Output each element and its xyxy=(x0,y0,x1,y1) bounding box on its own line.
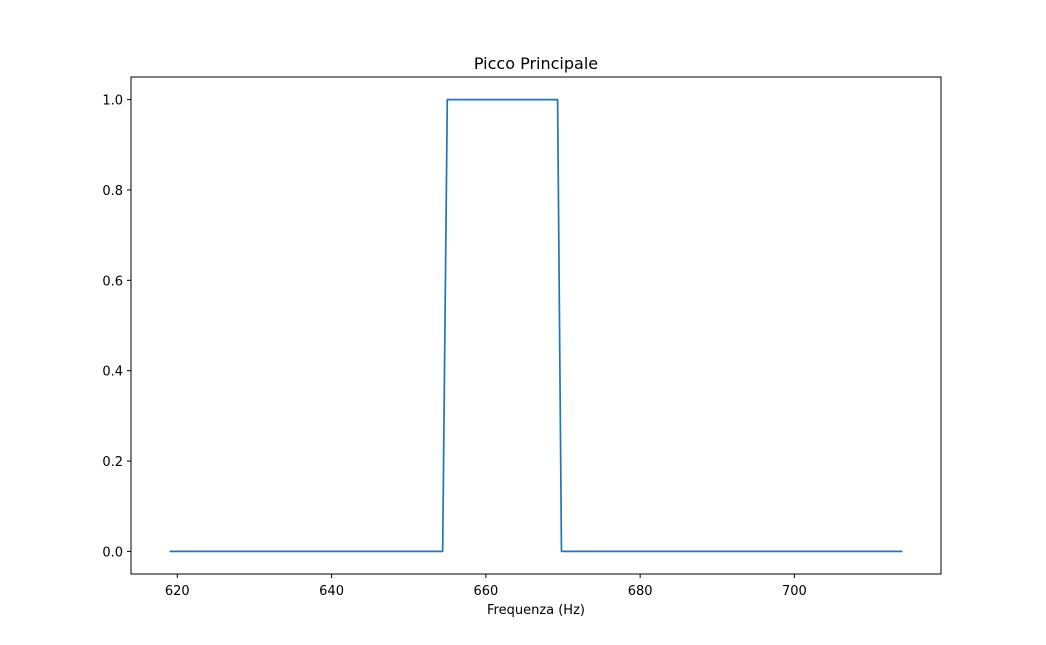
plot-frame xyxy=(130,76,942,575)
x-tick-label: 640 xyxy=(319,584,344,599)
x-tick-label: 680 xyxy=(628,584,653,599)
chart-title: Picco Principale xyxy=(474,54,598,73)
y-tick-label: 0.8 xyxy=(102,184,123,199)
plot-area xyxy=(169,98,903,553)
x-axis-label: Frequenza (Hz) xyxy=(487,603,585,618)
y-tick-label: 0.2 xyxy=(102,455,123,470)
y-tick-label: 0.0 xyxy=(102,545,123,560)
y-tick-label: 1.0 xyxy=(102,94,123,109)
y-tick-label: 0.4 xyxy=(102,365,123,380)
x-tick-label: 700 xyxy=(782,584,807,599)
x-tick-label: 620 xyxy=(165,584,190,599)
y-tick-label: 0.6 xyxy=(102,274,123,289)
x-tick-label: 660 xyxy=(473,584,498,599)
x-axis: 620 640 660 680 700 xyxy=(165,574,807,599)
series-line-0 xyxy=(169,98,903,553)
y-axis: 0.0 0.2 0.4 0.6 0.8 1.0 xyxy=(102,94,131,560)
